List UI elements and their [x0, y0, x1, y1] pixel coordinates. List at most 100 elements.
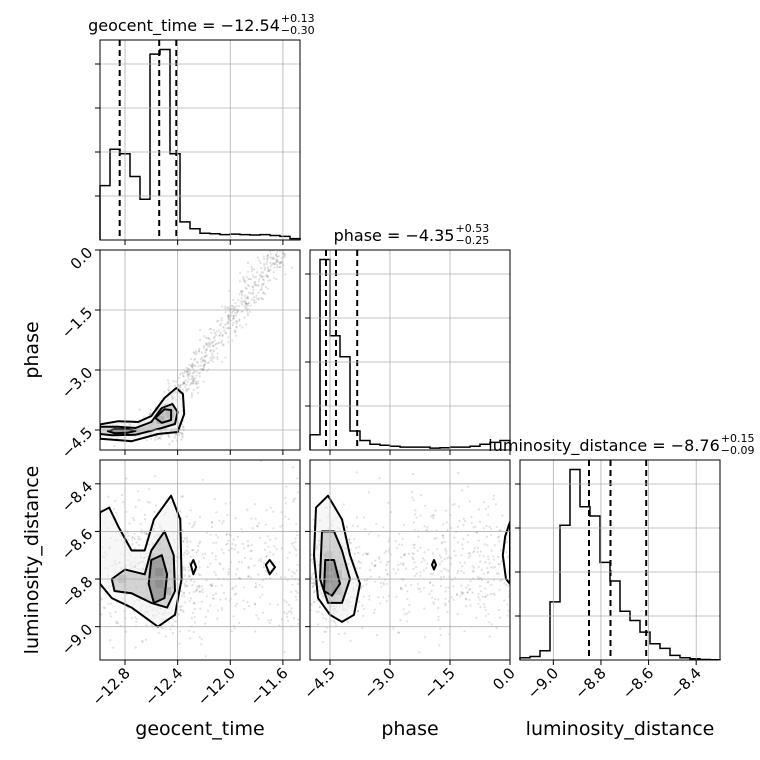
scatter-point — [261, 275, 264, 278]
scatter-point — [209, 343, 212, 346]
scatter-point — [186, 388, 189, 391]
scatter-point — [135, 617, 139, 621]
scatter-point — [484, 507, 487, 511]
y-axis-label: phase — [21, 321, 43, 378]
scatter-point — [140, 528, 143, 532]
scatter-point — [269, 250, 272, 253]
scatter-point — [462, 517, 465, 520]
scatter-point — [100, 598, 104, 601]
scatter-point — [182, 375, 185, 378]
scatter-point — [352, 559, 355, 562]
scatter-point — [195, 350, 198, 353]
scatter-point — [268, 538, 272, 542]
scatter-point — [254, 602, 257, 606]
scatter-point — [180, 495, 183, 498]
tick-layer — [95, 63, 697, 665]
scatter-point — [244, 307, 247, 310]
scatter-point — [198, 350, 201, 353]
scatter-point — [356, 610, 359, 613]
scatter-point — [204, 360, 207, 363]
scatter-point — [254, 284, 257, 287]
scatter-point — [221, 344, 224, 347]
scatter-point — [185, 388, 188, 391]
scatter-point — [133, 537, 136, 541]
scatter-point — [258, 596, 262, 599]
scatter-point — [209, 604, 212, 607]
scatter-point — [240, 528, 243, 531]
scatter-point — [236, 535, 239, 539]
scatter-point — [157, 631, 160, 634]
scatter-point — [233, 329, 236, 332]
scatter-point — [429, 581, 432, 584]
scatter-point — [188, 575, 191, 578]
scatter-point — [227, 549, 230, 552]
scatter-point — [240, 297, 243, 300]
scatter-point — [222, 551, 225, 554]
panel-frame — [309, 459, 511, 661]
scatter-point — [476, 546, 479, 549]
scatter-point — [134, 505, 137, 508]
scatter-point — [505, 540, 509, 543]
scatter-point — [307, 502, 309, 504]
scatter-point — [449, 557, 453, 560]
scatter-point — [460, 570, 463, 573]
scatter-point — [279, 250, 282, 253]
scatter-point — [490, 534, 493, 537]
scatter-point — [253, 296, 256, 299]
scatter-point — [260, 560, 263, 563]
scatter-point — [258, 259, 261, 262]
scatter-point — [261, 283, 264, 286]
scatter-point — [226, 314, 229, 317]
scatter-point — [446, 557, 449, 560]
scatter-point — [274, 253, 278, 256]
scatter-point — [377, 596, 380, 599]
scatter-point — [211, 583, 214, 586]
scatter-point — [257, 559, 260, 562]
scatter-point — [490, 583, 493, 586]
scatter-point — [257, 283, 260, 286]
scatter-point — [411, 556, 414, 559]
scatter-point — [487, 513, 490, 516]
scatter-point — [187, 551, 190, 554]
scatter-point — [223, 591, 226, 594]
scatter-point — [205, 342, 208, 345]
scatter-point — [253, 276, 256, 279]
scatter-point — [291, 575, 294, 578]
scatter-point — [186, 375, 189, 378]
scatter-point — [361, 604, 364, 607]
scatter-point — [362, 516, 365, 519]
scatter-point — [426, 562, 429, 565]
scatter-point — [195, 589, 198, 592]
scatter-point — [220, 322, 223, 325]
scatter-point — [266, 254, 269, 257]
scatter-point — [205, 595, 208, 598]
scatter-point — [185, 390, 188, 393]
scatter-point — [498, 540, 501, 543]
scatter-point — [203, 346, 206, 349]
contour-group — [100, 494, 276, 628]
scatter-point — [219, 598, 222, 601]
scatter-point — [247, 544, 250, 547]
scatter-point — [215, 347, 218, 350]
scatter-point — [185, 370, 188, 373]
scatter-point — [240, 300, 243, 303]
scatter-point — [192, 389, 195, 392]
scatter-point — [284, 502, 287, 505]
scatter-point — [286, 619, 289, 622]
scatter-point — [183, 595, 186, 598]
scatter-point — [178, 630, 181, 633]
scatter-point — [254, 300, 257, 303]
scatter-point — [186, 552, 189, 556]
scatter-point — [204, 361, 207, 364]
scatter-point — [235, 602, 238, 606]
scatter-layer — [100, 246, 510, 658]
scatter-point — [440, 542, 443, 545]
scatter-point — [216, 352, 219, 355]
scatter-point — [167, 382, 170, 385]
scatter-point — [171, 632, 174, 635]
scatter-point — [296, 534, 299, 537]
scatter-point — [385, 549, 388, 553]
scatter-point — [270, 246, 272, 248]
scatter-point — [227, 336, 230, 339]
